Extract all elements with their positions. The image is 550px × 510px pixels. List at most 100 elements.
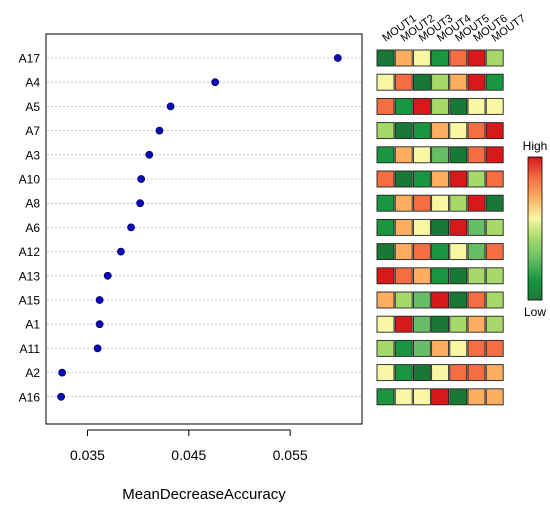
heatmap-cell (394, 364, 413, 382)
heatmap-cell (376, 339, 395, 357)
importance-point (137, 175, 146, 183)
heatmap-cell (394, 243, 413, 261)
heatmap-cell (449, 170, 468, 188)
x-tick-label: 0.055 (273, 447, 308, 463)
heatmap-cell (412, 194, 431, 212)
importance-points (57, 54, 342, 401)
y-tick-label: A1 (25, 318, 40, 332)
heatmap-cell (394, 146, 413, 164)
heatmap-cell (376, 194, 395, 212)
heatmap-cell (394, 339, 413, 357)
heatmap-cell (412, 339, 431, 357)
importance-point (95, 320, 104, 329)
heatmap-cell (485, 291, 504, 309)
heatmap-cell (485, 146, 504, 164)
heatmap-cell (485, 218, 504, 236)
heatmap-cell (431, 146, 450, 164)
heatmap-cell (412, 122, 431, 140)
heatmap-cell (431, 364, 450, 382)
heatmap-cell (449, 388, 468, 406)
importance-point (58, 368, 67, 377)
y-tick-label: A13 (19, 269, 41, 283)
heatmap-cell (394, 170, 413, 188)
importance-point (145, 150, 154, 159)
heatmap-cell (467, 122, 486, 140)
y-tick-label: A11 (20, 342, 41, 356)
heatmap-cell (485, 339, 504, 357)
heatmap-cell (376, 315, 395, 333)
heatmap-cell (412, 97, 431, 115)
heatmap-cell (376, 49, 395, 67)
heatmap-cell (485, 388, 504, 406)
heatmap-cell (376, 218, 395, 236)
y-axis-labels: A17 A4 A5 A7 A3 A10 A8 A6 A12 A13 A15 A1 A11 A2 A16 (19, 52, 41, 405)
heatmap-cell (412, 170, 431, 188)
color-legend: High Low (523, 139, 548, 319)
heatmap-cell (485, 97, 504, 115)
gridlines (47, 57, 361, 398)
heatmap-cell (467, 315, 486, 333)
importance-point (136, 199, 145, 208)
importance-point (57, 392, 66, 401)
heatmap-cell (376, 243, 395, 261)
heatmap-cell (467, 97, 486, 115)
heatmap-cell (431, 267, 450, 285)
heatmap-cell (412, 267, 431, 285)
heatmap-cell (431, 388, 450, 406)
heatmap (376, 49, 504, 406)
heatmap-cell (412, 243, 431, 261)
y-tick-label: A8 (25, 197, 40, 211)
legend-color-bar (527, 156, 543, 301)
heatmap-cell (412, 291, 431, 309)
importance-point (117, 247, 125, 256)
heatmap-cell (485, 243, 504, 261)
heatmap-cell (449, 267, 468, 285)
heatmap-cell (431, 194, 450, 212)
heatmap-cell (376, 388, 395, 406)
heatmap-cell (412, 315, 431, 333)
heatmap-cell (394, 218, 413, 236)
heatmap-cell (467, 339, 486, 357)
importance-point (155, 126, 164, 135)
heatmap-cell (431, 170, 450, 188)
heatmap-cell (449, 122, 468, 140)
heatmap-cell (485, 49, 504, 67)
heatmap-cell (449, 49, 468, 67)
heatmap-cell (431, 122, 450, 140)
heatmap-cell (467, 146, 486, 164)
heatmap-cell (467, 267, 486, 285)
heatmap-cell (449, 218, 468, 236)
y-tick-label: A17 (19, 52, 41, 66)
heatmap-cell (376, 73, 395, 91)
heatmap-cell (394, 315, 413, 333)
heatmap-cell (485, 194, 504, 212)
heatmap-cell (394, 194, 413, 212)
heatmap-cell (394, 388, 413, 406)
heatmap-cell (467, 218, 486, 236)
heatmap-cell (376, 122, 395, 140)
heatmap-cell (412, 49, 431, 67)
heatmap-cell (449, 243, 468, 261)
heatmap-cell (467, 194, 486, 212)
y-tick-label: A6 (25, 221, 40, 235)
heatmap-cell (449, 315, 468, 333)
heatmap-cell (412, 146, 431, 164)
heatmap-cell (467, 170, 486, 188)
heatmap-cell (376, 146, 395, 164)
importance-point (103, 271, 112, 280)
heatmap-cell (485, 73, 504, 91)
heatmap-cell (431, 218, 450, 236)
heatmap-cell (449, 97, 468, 115)
heatmap-cell (394, 291, 413, 309)
heatmap-cell (449, 339, 468, 357)
heatmap-cell (485, 267, 504, 285)
heatmap-cell (449, 146, 468, 164)
x-axis: 0.035 0.045 0.055 (70, 429, 308, 463)
y-tick-label: A5 (25, 100, 40, 114)
heatmap-cell (431, 291, 450, 309)
heatmap-cell (394, 49, 413, 67)
heatmap-cell (394, 73, 413, 91)
heatmap-cell (431, 339, 450, 357)
